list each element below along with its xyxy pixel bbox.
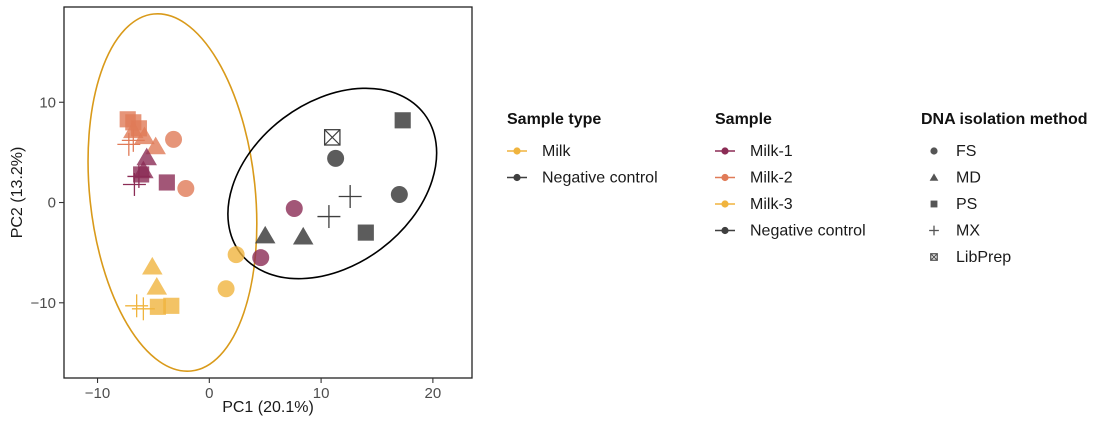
y-tick-label-10: 10: [39, 94, 56, 111]
x-tick-label-0: 0: [205, 385, 213, 402]
point-negative-control-md-32: [254, 225, 276, 244]
legend-key-sample-milk-3: [715, 200, 735, 208]
legend-dna-isolation-method: DNA isolation method FS MD PS MX LibPrep: [921, 111, 1088, 266]
legend-key-method-mx: [929, 225, 939, 236]
point-milk-2-md-5: [145, 136, 166, 155]
point-negative-control-mx-30: [338, 185, 362, 208]
legend-key-sample-milk-2: [715, 173, 735, 182]
point-milk-3-md-19: [146, 276, 168, 295]
point-milk-3-fs-25: [217, 280, 235, 298]
legend-key-method-libprep: [930, 253, 938, 261]
legend-title-sample: Sample: [715, 111, 772, 128]
legend-label-milk-2: Milk-2: [750, 170, 793, 187]
point-milk-1-fs-17: [252, 249, 270, 267]
plot-content: [87, 12, 438, 373]
legend-title-sample-type: Sample type: [507, 111, 601, 128]
legend-label-milk-1: Milk-1: [750, 143, 793, 160]
point-milk-2-mx-7: [117, 132, 141, 156]
y-tick-label-10: −10: [31, 295, 56, 312]
legend-label-negative-control: Negative control: [542, 170, 658, 187]
point-milk-1-ps-12: [133, 166, 150, 183]
legend-key-sample-negative-control: [715, 226, 735, 235]
plot-border: [63, 6, 473, 379]
legend-label-libprep: LibPrep: [956, 249, 1011, 266]
point-negative-control-libprep-26: [323, 129, 341, 146]
legend-key-method-md: [929, 173, 939, 181]
legend-key-method-fs: [930, 147, 938, 155]
legend-key-sample-type-negative-control: [507, 173, 527, 182]
point-negative-control-fs-28: [327, 149, 345, 167]
legend-sample: Sample Milk-1 Milk-2 Milk-3 Negative con…: [715, 111, 866, 240]
legend-title-dna-isolation-method: DNA isolation method: [921, 111, 1088, 128]
point-milk-3-mx-23: [131, 297, 155, 321]
point-milk-2-mx-6: [121, 128, 145, 152]
legend-label-milk-3: Milk-3: [750, 196, 793, 213]
legend-key-sample-milk-1: [715, 147, 735, 155]
point-negative-control-mx-31: [317, 205, 341, 229]
x-tick-label-10: −10: [85, 385, 110, 402]
legend-key-sample-type-milk: [507, 147, 527, 155]
ellipse-milk: [87, 12, 258, 373]
legend-sample-type: Sample type Milk Negative control: [507, 111, 658, 187]
point-milk-3-mx-22: [125, 294, 149, 318]
axes: −10 0 10 20 −10 0 10: [31, 94, 442, 402]
legend-label-milk: Milk: [542, 143, 571, 160]
point-negative-control-md-33: [292, 226, 314, 245]
point-milk-1-md-10: [136, 147, 157, 166]
point-negative-control-ps-27: [394, 112, 411, 129]
point-milk-2-fs-9: [177, 179, 195, 197]
x-tick-label-20: 20: [425, 385, 442, 402]
legend-label-negative-control: Negative control: [750, 223, 866, 240]
point-milk-3-md-18: [142, 256, 163, 275]
legend-label-md: MD: [956, 170, 981, 187]
point-milk-1-ps-13: [158, 174, 175, 191]
legend-keys: [507, 147, 939, 261]
point-milk-1-fs-16: [285, 200, 303, 218]
point-negative-control-ps-34: [357, 224, 374, 241]
point-milk-3-ps-21: [163, 297, 180, 314]
point-milk-3-fs-24: [227, 246, 245, 264]
plot-panel: [63, 6, 473, 379]
point-milk-3-ps-20: [149, 298, 166, 315]
x-axis-title: PC1 (20.1%): [222, 399, 314, 416]
point-milk-2-fs-8: [165, 130, 183, 148]
y-axis-title: PC2 (13.2%): [9, 147, 26, 239]
legend-label-ps: PS: [956, 196, 977, 213]
legend-label-fs: FS: [956, 143, 976, 160]
legend-label-mx: MX: [956, 223, 980, 240]
x-tick-label-10: 10: [313, 385, 330, 402]
point-milk-1-mx-15: [122, 173, 146, 196]
legend-key-method-ps: [930, 200, 938, 208]
y-tick-label-0: 0: [48, 195, 56, 212]
point-negative-control-fs-29: [390, 186, 408, 204]
